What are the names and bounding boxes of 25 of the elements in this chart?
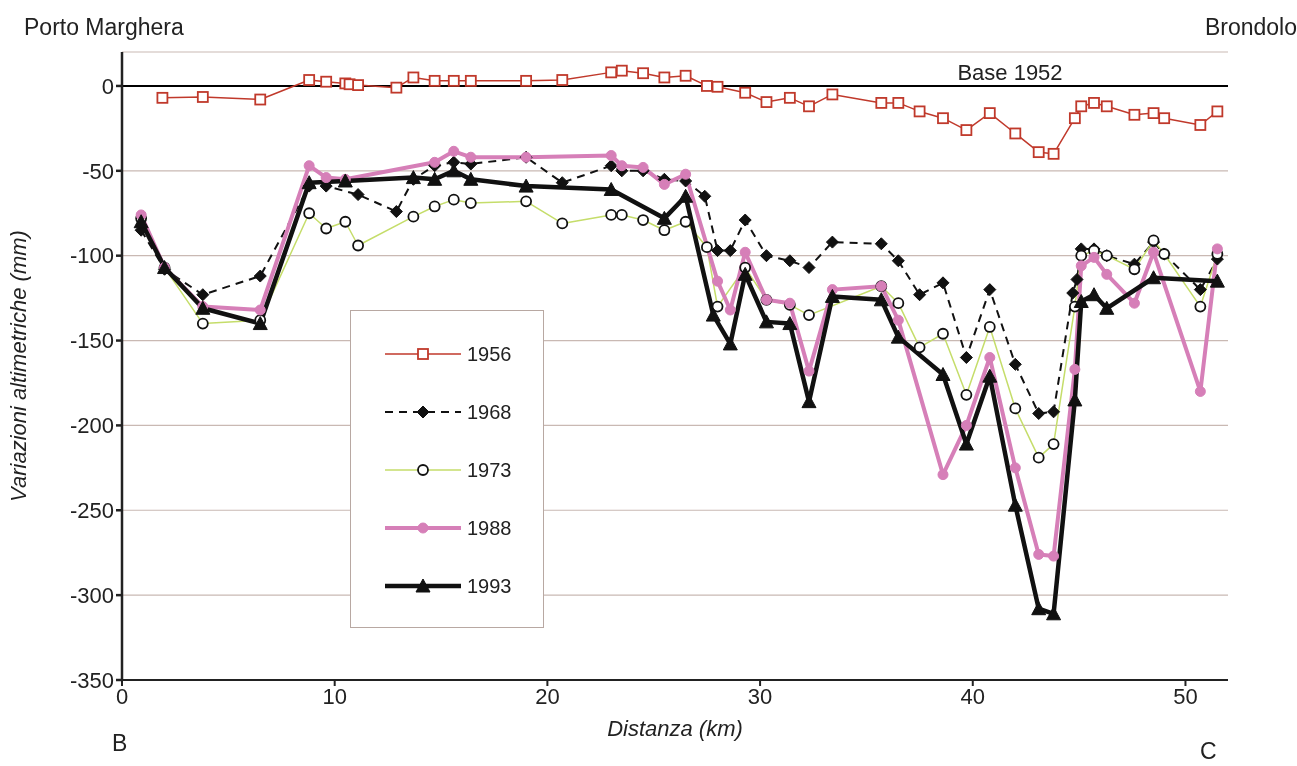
x-axis-title: Distanza (km): [607, 716, 743, 741]
y-tick-label: -100: [69, 243, 114, 269]
x-tick-label: 50: [1173, 683, 1198, 709]
y-tick-label: -300: [69, 582, 114, 608]
text: C: [1200, 738, 1217, 765]
legend-label: 1956: [467, 342, 512, 366]
text: Brondolo: [1204, 14, 1297, 41]
x-tick-label: 20: [535, 683, 560, 709]
legend-label: 1988: [467, 516, 512, 540]
y-tick-label: -200: [69, 413, 114, 439]
text: B: [112, 730, 128, 757]
y-tick-label: -350: [69, 667, 114, 693]
y-axis-title: Variazioni altimetriche (mm): [5, 230, 31, 502]
legend-label: 1973: [467, 458, 512, 482]
x-tick-label: 30: [747, 683, 773, 709]
legend-label: 1993: [467, 574, 512, 598]
legend-label: 1968: [467, 400, 512, 424]
ref-line-label: Base 1952: [957, 59, 1063, 85]
text: Porto Marghera: [24, 14, 184, 41]
y-tick-label: -250: [69, 498, 114, 524]
y-tick-label: -150: [69, 328, 114, 354]
x-tick-label: 40: [960, 683, 986, 709]
y-tick-label: -50: [82, 158, 114, 184]
x-tick-label: 10: [322, 683, 347, 709]
y-tick-label: 0: [101, 73, 114, 99]
